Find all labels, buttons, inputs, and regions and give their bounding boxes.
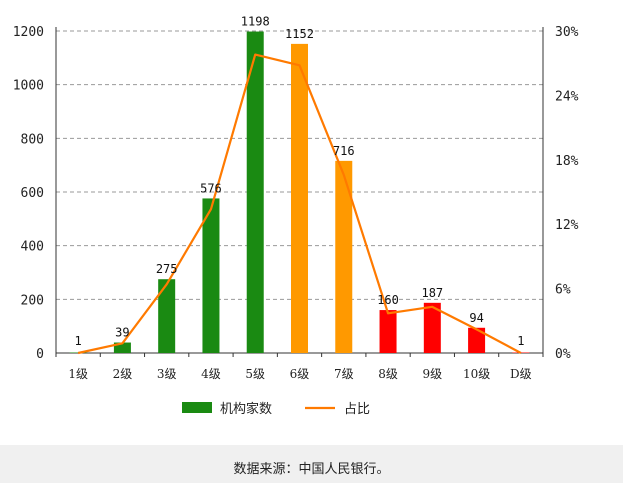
bar xyxy=(246,31,264,353)
bar-data-label: 39 xyxy=(115,326,129,340)
bar xyxy=(468,327,486,353)
x-tick-label: 4级 xyxy=(201,367,221,381)
bar-data-label: 1 xyxy=(517,334,524,348)
bar xyxy=(202,198,220,353)
bar-data-label: 160 xyxy=(377,293,399,307)
bar-data-label: 94 xyxy=(469,311,483,325)
y-tick-label: 1000 xyxy=(13,79,44,94)
bar xyxy=(379,310,397,353)
bar-data-label: 187 xyxy=(421,286,443,300)
bar xyxy=(335,160,353,353)
x-tick-label: D级 xyxy=(510,367,532,381)
bar-data-label: 1152 xyxy=(285,27,314,41)
bar-data-label: 1 xyxy=(75,334,82,348)
y2-tick-label: 30% xyxy=(555,25,579,40)
y2-tick-label: 6% xyxy=(555,283,571,298)
y-tick-label: 0 xyxy=(36,347,44,362)
legend-label-line: 占比 xyxy=(344,402,370,417)
bar xyxy=(423,302,441,353)
bar-data-label: 275 xyxy=(156,262,178,276)
y2-tick-label: 24% xyxy=(555,89,579,104)
bar-line-chart: 0 200 400 600 800 1000 1200 0% 6% 12% 18% 24% 30% 1级 2… xyxy=(13,15,579,417)
y-tick-label: 200 xyxy=(21,293,44,308)
x-tick-label: 3级 xyxy=(157,367,177,381)
chart-panel: 0 200 400 600 800 1000 1200 0% 6% 12% 18% 24% 30% 1级 2… xyxy=(0,0,623,445)
y-tick-label: 800 xyxy=(21,132,44,147)
y2-tick-label: 18% xyxy=(555,154,579,169)
bar-data-label: 716 xyxy=(333,144,355,158)
bar xyxy=(158,279,176,353)
bar-data-label: 1198 xyxy=(241,15,270,29)
x-tick-label: 5级 xyxy=(245,367,265,381)
x-tick-label: 8级 xyxy=(378,367,398,381)
source-note: 数据来源：中国人民银行。 xyxy=(233,462,390,477)
x-tick-label: 6级 xyxy=(290,367,310,381)
x-tick-label: 1级 xyxy=(68,367,88,381)
y-tick-label: 600 xyxy=(21,186,44,201)
y2-tick-label: 0% xyxy=(555,347,571,362)
y-tick-label: 400 xyxy=(21,240,44,255)
share-line xyxy=(77,53,522,355)
x-tick-label: 2级 xyxy=(113,367,133,381)
x-tick-label: 10级 xyxy=(463,367,490,381)
y2-tick-label: 12% xyxy=(555,218,579,233)
x-tick-label: 9级 xyxy=(422,367,442,381)
legend-swatch-bars xyxy=(182,402,212,413)
legend-label-bars: 机构家数 xyxy=(220,401,272,417)
bar-data-label: 576 xyxy=(200,181,222,195)
bar xyxy=(291,43,308,353)
y-tick-label: 1200 xyxy=(13,25,44,40)
x-tick-label: 7级 xyxy=(334,367,354,381)
bar xyxy=(113,342,131,353)
